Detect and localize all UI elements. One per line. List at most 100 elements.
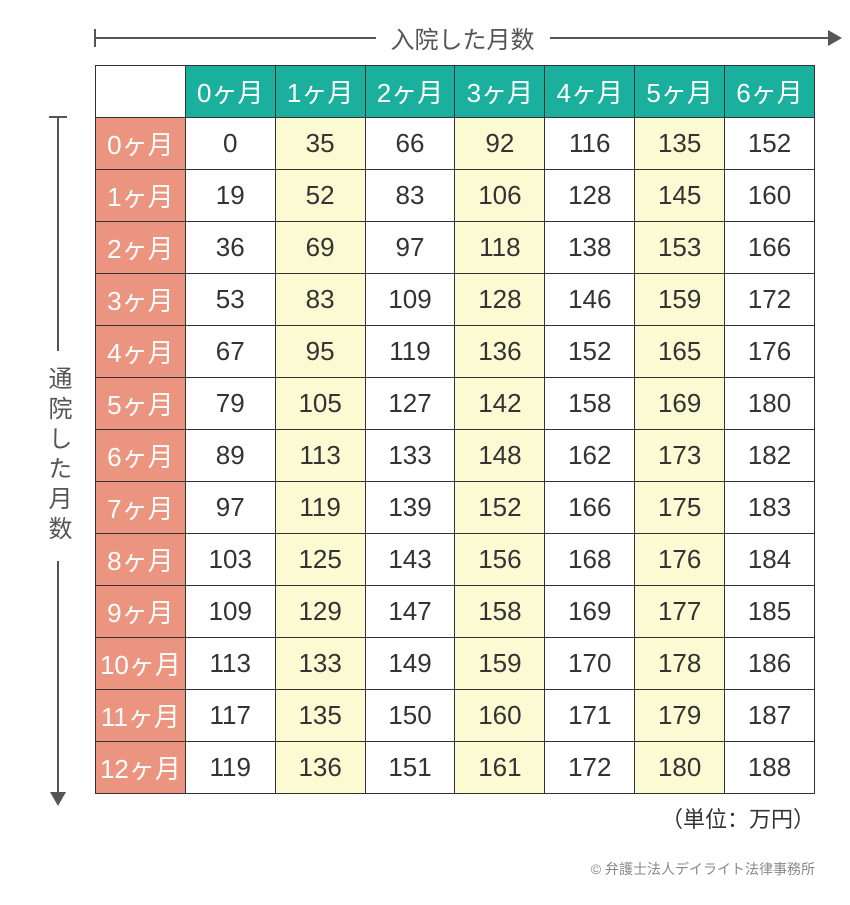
- top-axis: 入院した月数: [95, 20, 830, 55]
- table-cell: 175: [635, 482, 725, 534]
- table-cell: 176: [725, 326, 815, 378]
- table-cell: 97: [185, 482, 275, 534]
- table-cell: 183: [725, 482, 815, 534]
- table-cell: 150: [365, 690, 455, 742]
- table-cell: 169: [545, 586, 635, 638]
- table-cell: 66: [365, 118, 455, 170]
- table-row: 9ヶ月109129147158169177185: [96, 586, 815, 638]
- row-header: 2ヶ月: [96, 222, 186, 274]
- table-cell: 176: [635, 534, 725, 586]
- table-cell: 135: [635, 118, 725, 170]
- table-cell: 169: [635, 378, 725, 430]
- table-cell: 125: [275, 534, 365, 586]
- col-header: 0ヶ月: [185, 66, 275, 118]
- table-cell: 153: [635, 222, 725, 274]
- table-cell: 185: [725, 586, 815, 638]
- table-cell: 177: [635, 586, 725, 638]
- row-header: 7ヶ月: [96, 482, 186, 534]
- table-cell: 89: [185, 430, 275, 482]
- row-header: 5ヶ月: [96, 378, 186, 430]
- compensation-table: 0ヶ月1ヶ月2ヶ月3ヶ月4ヶ月5ヶ月6ヶ月 0ヶ月035669211613515…: [95, 65, 815, 794]
- table-cell: 128: [545, 170, 635, 222]
- table-cell: 156: [455, 534, 545, 586]
- table-cell: 186: [725, 638, 815, 690]
- row-header: 0ヶ月: [96, 118, 186, 170]
- table-row: 2ヶ月366997118138153166: [96, 222, 815, 274]
- table-cell: 106: [455, 170, 545, 222]
- table-cell: 136: [275, 742, 365, 794]
- table-row: 7ヶ月97119139152166175183: [96, 482, 815, 534]
- table-cell: 172: [545, 742, 635, 794]
- table-cell: 35: [275, 118, 365, 170]
- top-axis-line-right: [550, 37, 831, 39]
- col-header: 2ヶ月: [365, 66, 455, 118]
- table-cell: 147: [365, 586, 455, 638]
- table-cell: 52: [275, 170, 365, 222]
- row-header: 11ヶ月: [96, 690, 186, 742]
- table-row: 3ヶ月5383109128146159172: [96, 274, 815, 326]
- table-cell: 136: [455, 326, 545, 378]
- table-cell: 113: [185, 638, 275, 690]
- table-row: 6ヶ月89113133148162173182: [96, 430, 815, 482]
- col-header: 1ヶ月: [275, 66, 365, 118]
- table-cell: 165: [635, 326, 725, 378]
- table-cell: 187: [725, 690, 815, 742]
- table-cell: 117: [185, 690, 275, 742]
- table-cell: 166: [725, 222, 815, 274]
- table-row: 8ヶ月103125143156168176184: [96, 534, 815, 586]
- table-cell: 129: [275, 586, 365, 638]
- table-row: 4ヶ月6795119136152165176: [96, 326, 815, 378]
- left-axis: 通院した月数: [20, 65, 95, 794]
- table-cell: 160: [725, 170, 815, 222]
- table-cell: 161: [455, 742, 545, 794]
- table-cell: 138: [545, 222, 635, 274]
- table-cell: 92: [455, 118, 545, 170]
- row-header: 10ヶ月: [96, 638, 186, 690]
- col-header: 4ヶ月: [545, 66, 635, 118]
- table-cell: 188: [725, 742, 815, 794]
- col-header: 3ヶ月: [455, 66, 545, 118]
- table-cell: 19: [185, 170, 275, 222]
- table-cell: 133: [365, 430, 455, 482]
- table-cell: 143: [365, 534, 455, 586]
- row-header: 8ヶ月: [96, 534, 186, 586]
- table-cell: 109: [365, 274, 455, 326]
- table-cell: 135: [275, 690, 365, 742]
- table-cell: 180: [725, 378, 815, 430]
- left-axis-label: 通院した月数: [40, 351, 75, 561]
- table-cell: 159: [635, 274, 725, 326]
- table-row: 5ヶ月79105127142158169180: [96, 378, 815, 430]
- table-cell: 127: [365, 378, 455, 430]
- table-cell: 171: [545, 690, 635, 742]
- table-cell: 179: [635, 690, 725, 742]
- table-cell: 173: [635, 430, 725, 482]
- table-row: 10ヶ月113133149159170178186: [96, 638, 815, 690]
- table-cell: 152: [545, 326, 635, 378]
- table-cell: 0: [185, 118, 275, 170]
- table-cell: 145: [635, 170, 725, 222]
- table-header-row: 0ヶ月1ヶ月2ヶ月3ヶ月4ヶ月5ヶ月6ヶ月: [96, 66, 815, 118]
- table-cell: 118: [455, 222, 545, 274]
- table-cell: 95: [275, 326, 365, 378]
- credit-label: © 弁護士法人デイライト法律事務所: [20, 859, 830, 879]
- table-cell: 159: [455, 638, 545, 690]
- row-header: 3ヶ月: [96, 274, 186, 326]
- table-cell: 142: [455, 378, 545, 430]
- table-cell: 128: [455, 274, 545, 326]
- table-cell: 36: [185, 222, 275, 274]
- table-cell: 158: [545, 378, 635, 430]
- table-cell: 69: [275, 222, 365, 274]
- unit-label: （単位：万円）: [20, 802, 830, 834]
- row-header: 4ヶ月: [96, 326, 186, 378]
- corner-cell: [96, 66, 186, 118]
- table-cell: 166: [545, 482, 635, 534]
- table-cell: 180: [635, 742, 725, 794]
- table-cell: 182: [725, 430, 815, 482]
- table-row: 1ヶ月195283106128145160: [96, 170, 815, 222]
- table-cell: 119: [275, 482, 365, 534]
- table-cell: 119: [365, 326, 455, 378]
- table-cell: 83: [365, 170, 455, 222]
- table-row: 0ヶ月0356692116135152: [96, 118, 815, 170]
- table-cell: 67: [185, 326, 275, 378]
- table-cell: 113: [275, 430, 365, 482]
